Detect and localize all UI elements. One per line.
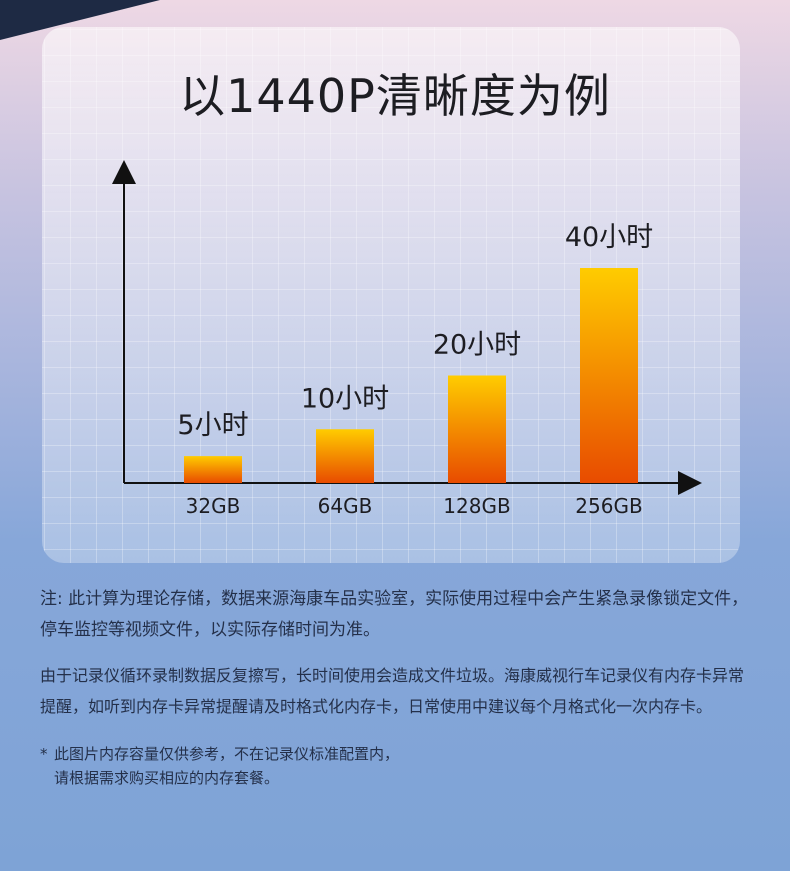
bar-chart: 5小时 32GB 10小时 64GB 20小时 128GB 40小时 256GB [112,160,702,518]
tick-label-32gb: 32GB [186,494,241,518]
data-label-32gb: 5小时 [177,410,248,441]
footnote: * 此图片内存容量仅供参考，不在记录仪标准配置内， 请根据需求购买相应的内存套餐。 [40,742,752,790]
tick-label-128gb: 128GB [443,494,510,518]
data-label-64gb: 10小时 [301,383,389,414]
note-paragraph-2: 由于记录仪循环录制数据反复擦写，长时间使用会造成文件垃圾。海康威视行车记录仪有内… [40,666,745,716]
bar-256gb [580,268,638,483]
tick-label-64gb: 64GB [318,494,373,518]
footnote-line-2: 请根据需求购买相应的内存套餐。 [54,769,280,787]
data-label-128gb: 20小时 [433,330,521,361]
footnote-line-1: 此图片内存容量仅供参考，不在记录仪标准配置内， [54,745,400,763]
bar-128gb [448,375,506,483]
tick-label-256gb: 256GB [575,494,642,518]
footnote-star: * [40,745,48,763]
data-label-256gb: 40小时 [565,222,653,253]
chart-title: 以1440P清晰度为例 [179,69,611,123]
bar-32gb [184,456,242,483]
note-paragraph-1: 注: 此计算为理论存储，数据来源海康车品实验室，实际使用过程中会产生紧急录像锁定… [40,589,749,640]
notes-section: 注: 此计算为理论存储，数据来源海康车品实验室，实际使用过程中会产生紧急录像锁定… [40,584,752,790]
bar-64gb [316,429,374,483]
